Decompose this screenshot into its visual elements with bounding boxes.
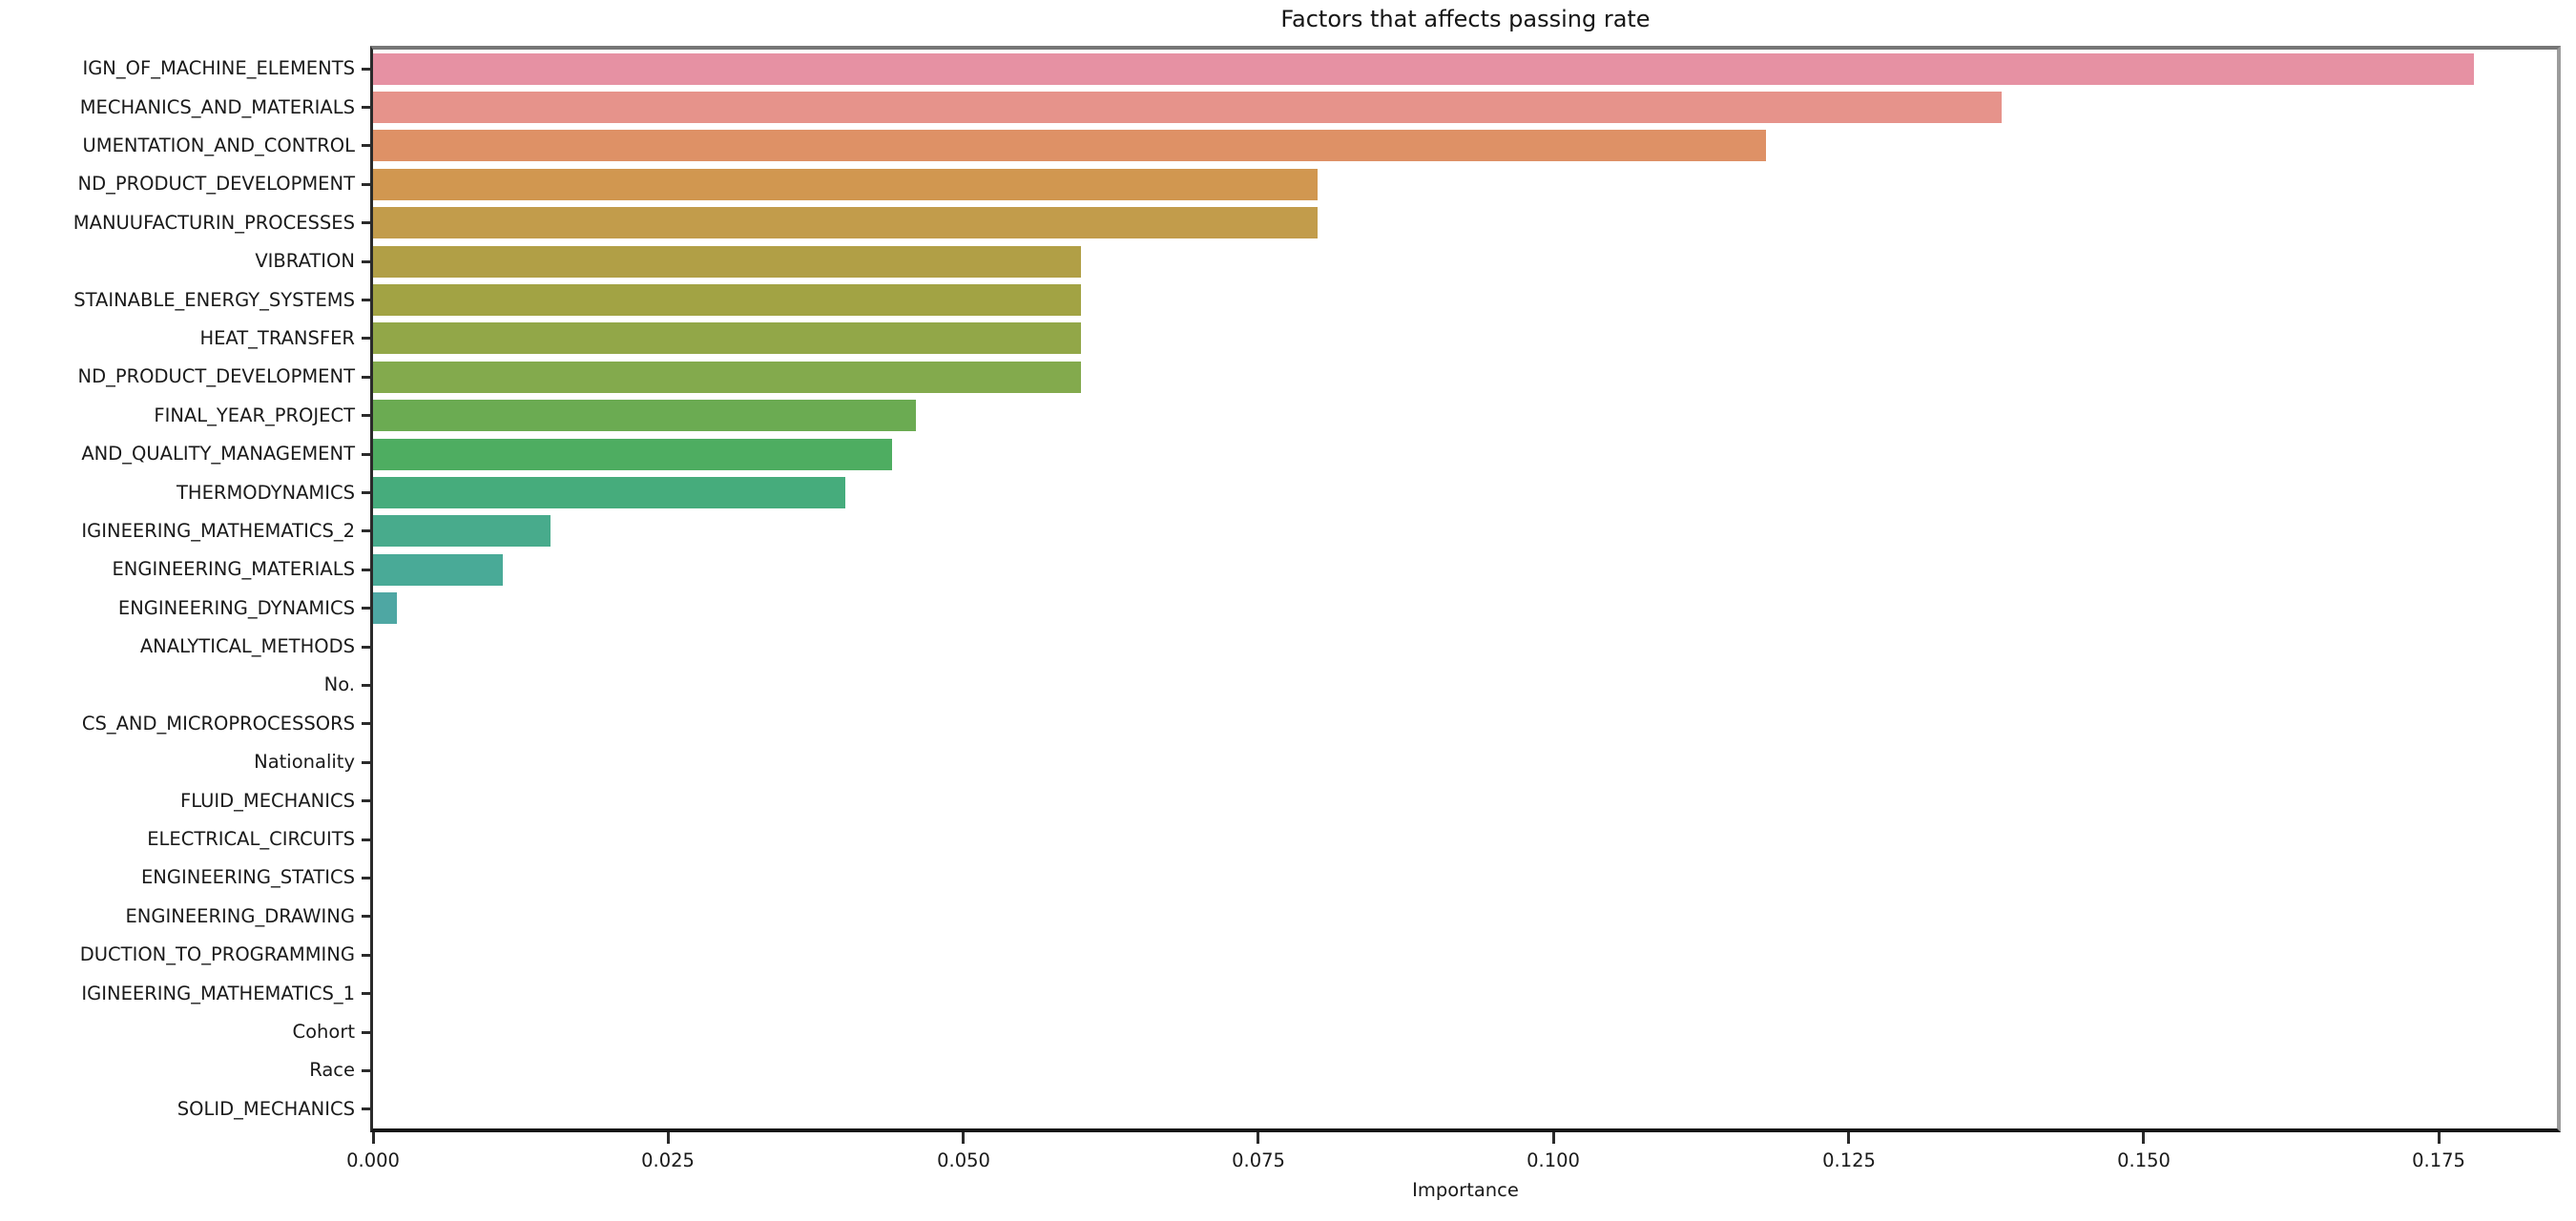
bar-5 <box>373 246 1081 278</box>
y-tick-mark-4 <box>362 221 370 224</box>
y-tick-label-12: IGINEERING_MATHEMATICS_2 <box>81 520 355 542</box>
y-tick-mark-22 <box>362 915 370 918</box>
y-tick-mark-27 <box>362 1107 370 1110</box>
y-tick-mark-25 <box>362 1031 370 1034</box>
bar-7 <box>373 322 1081 354</box>
y-tick-mark-16 <box>362 684 370 687</box>
y-tick-label-17: CS_AND_MICROPROCESSORS <box>81 713 355 735</box>
x-axis-label: Importance <box>1412 1179 1519 1201</box>
y-tick-label-21: ENGINEERING_STATICS <box>140 866 355 888</box>
y-tick-mark-26 <box>362 1069 370 1072</box>
bar-6 <box>373 284 1081 316</box>
y-tick-mark-9 <box>362 414 370 417</box>
x-tick-mark-0 <box>372 1132 375 1144</box>
x-tick-label-5: 0.125 <box>1822 1149 1876 1171</box>
y-tick-mark-0 <box>362 68 370 71</box>
x-tick-label-7: 0.175 <box>2412 1149 2465 1171</box>
y-tick-label-2: UMENTATION_AND_CONTROL <box>82 135 356 156</box>
bar-3 <box>373 169 1318 200</box>
plot-area <box>370 46 2561 1132</box>
chart-title: Factors that affects passing rate <box>1280 6 1651 32</box>
y-tick-mark-11 <box>362 491 370 494</box>
y-tick-mark-24 <box>362 992 370 995</box>
y-tick-mark-20 <box>362 838 370 841</box>
bar-1 <box>373 92 2002 123</box>
y-tick-mark-8 <box>362 376 370 379</box>
y-tick-label-8: ND_PRODUCT_DEVELOPMENT <box>77 365 356 387</box>
bar-13 <box>373 554 503 586</box>
y-tick-mark-3 <box>362 183 370 186</box>
y-tick-label-25: Cohort <box>292 1021 356 1043</box>
x-tick-mark-2 <box>962 1132 965 1144</box>
bar-0 <box>373 53 2474 85</box>
x-tick-label-3: 0.075 <box>1232 1149 1285 1171</box>
y-tick-label-7: HEAT_TRANSFER <box>199 327 355 349</box>
x-tick-label-4: 0.100 <box>1527 1149 1580 1171</box>
bar-9 <box>373 400 916 431</box>
bar-14 <box>373 592 397 624</box>
x-tick-mark-3 <box>1257 1132 1259 1144</box>
y-tick-mark-18 <box>362 761 370 764</box>
y-tick-label-15: ANALYTICAL_METHODS <box>139 635 355 657</box>
y-tick-label-20: ELECTRICAL_CIRCUITS <box>147 828 355 850</box>
x-tick-label-6: 0.150 <box>2117 1149 2171 1171</box>
y-tick-mark-10 <box>362 453 370 456</box>
y-tick-label-26: Race <box>309 1059 355 1081</box>
y-tick-mark-19 <box>362 799 370 802</box>
x-tick-mark-6 <box>2142 1132 2145 1144</box>
bar-11 <box>373 477 845 508</box>
y-tick-label-0: IGN_OF_MACHINE_ELEMENTS <box>82 57 355 79</box>
bar-12 <box>373 515 551 547</box>
bar-2 <box>373 130 1766 161</box>
x-tick-label-0: 0.000 <box>346 1149 400 1171</box>
y-tick-mark-14 <box>362 607 370 610</box>
y-tick-label-1: MECHANICS_AND_MATERIALS <box>79 96 355 118</box>
y-tick-label-27: SOLID_MECHANICS <box>177 1098 355 1120</box>
y-tick-mark-1 <box>362 106 370 109</box>
y-tick-mark-2 <box>362 144 370 147</box>
y-tick-mark-23 <box>362 954 370 957</box>
y-tick-label-11: THERMODYNAMICS <box>177 482 355 504</box>
y-tick-label-22: ENGINEERING_DRAWING <box>125 905 355 927</box>
y-tick-label-16: No. <box>323 673 355 695</box>
y-tick-mark-5 <box>362 260 370 263</box>
y-tick-label-5: VIBRATION <box>255 250 355 272</box>
y-tick-label-4: MANUUFACTURIN_PROCESSES <box>73 212 355 234</box>
x-tick-label-2: 0.050 <box>937 1149 990 1171</box>
y-tick-label-13: ENGINEERING_MATERIALS <box>112 558 355 580</box>
y-tick-label-10: AND_QUALITY_MANAGEMENT <box>81 443 355 465</box>
y-tick-mark-7 <box>362 337 370 340</box>
x-tick-label-1: 0.025 <box>641 1149 695 1171</box>
y-tick-label-14: ENGINEERING_DYNAMICS <box>117 597 355 619</box>
x-tick-mark-5 <box>1847 1132 1850 1144</box>
y-tick-mark-13 <box>362 569 370 571</box>
bar-8 <box>373 362 1081 393</box>
y-tick-mark-15 <box>362 646 370 649</box>
y-tick-label-9: FINAL_YEAR_PROJECT <box>154 404 355 426</box>
y-tick-label-6: STAINABLE_ENERGY_SYSTEMS <box>73 289 355 311</box>
x-tick-mark-1 <box>667 1132 670 1144</box>
y-tick-label-24: IGINEERING_MATHEMATICS_1 <box>81 983 355 1004</box>
bar-10 <box>373 439 892 470</box>
x-tick-mark-7 <box>2438 1132 2441 1144</box>
y-tick-label-19: FLUID_MECHANICS <box>180 790 355 812</box>
y-tick-mark-6 <box>362 299 370 301</box>
bar-4 <box>373 207 1318 238</box>
y-tick-label-3: ND_PRODUCT_DEVELOPMENT <box>77 173 356 195</box>
y-tick-mark-21 <box>362 877 370 880</box>
x-tick-mark-4 <box>1552 1132 1555 1144</box>
y-tick-label-18: Nationality <box>254 751 355 773</box>
y-tick-mark-17 <box>362 722 370 725</box>
y-tick-mark-12 <box>362 529 370 532</box>
y-tick-label-23: DUCTION_TO_PROGRAMMING <box>79 943 355 965</box>
